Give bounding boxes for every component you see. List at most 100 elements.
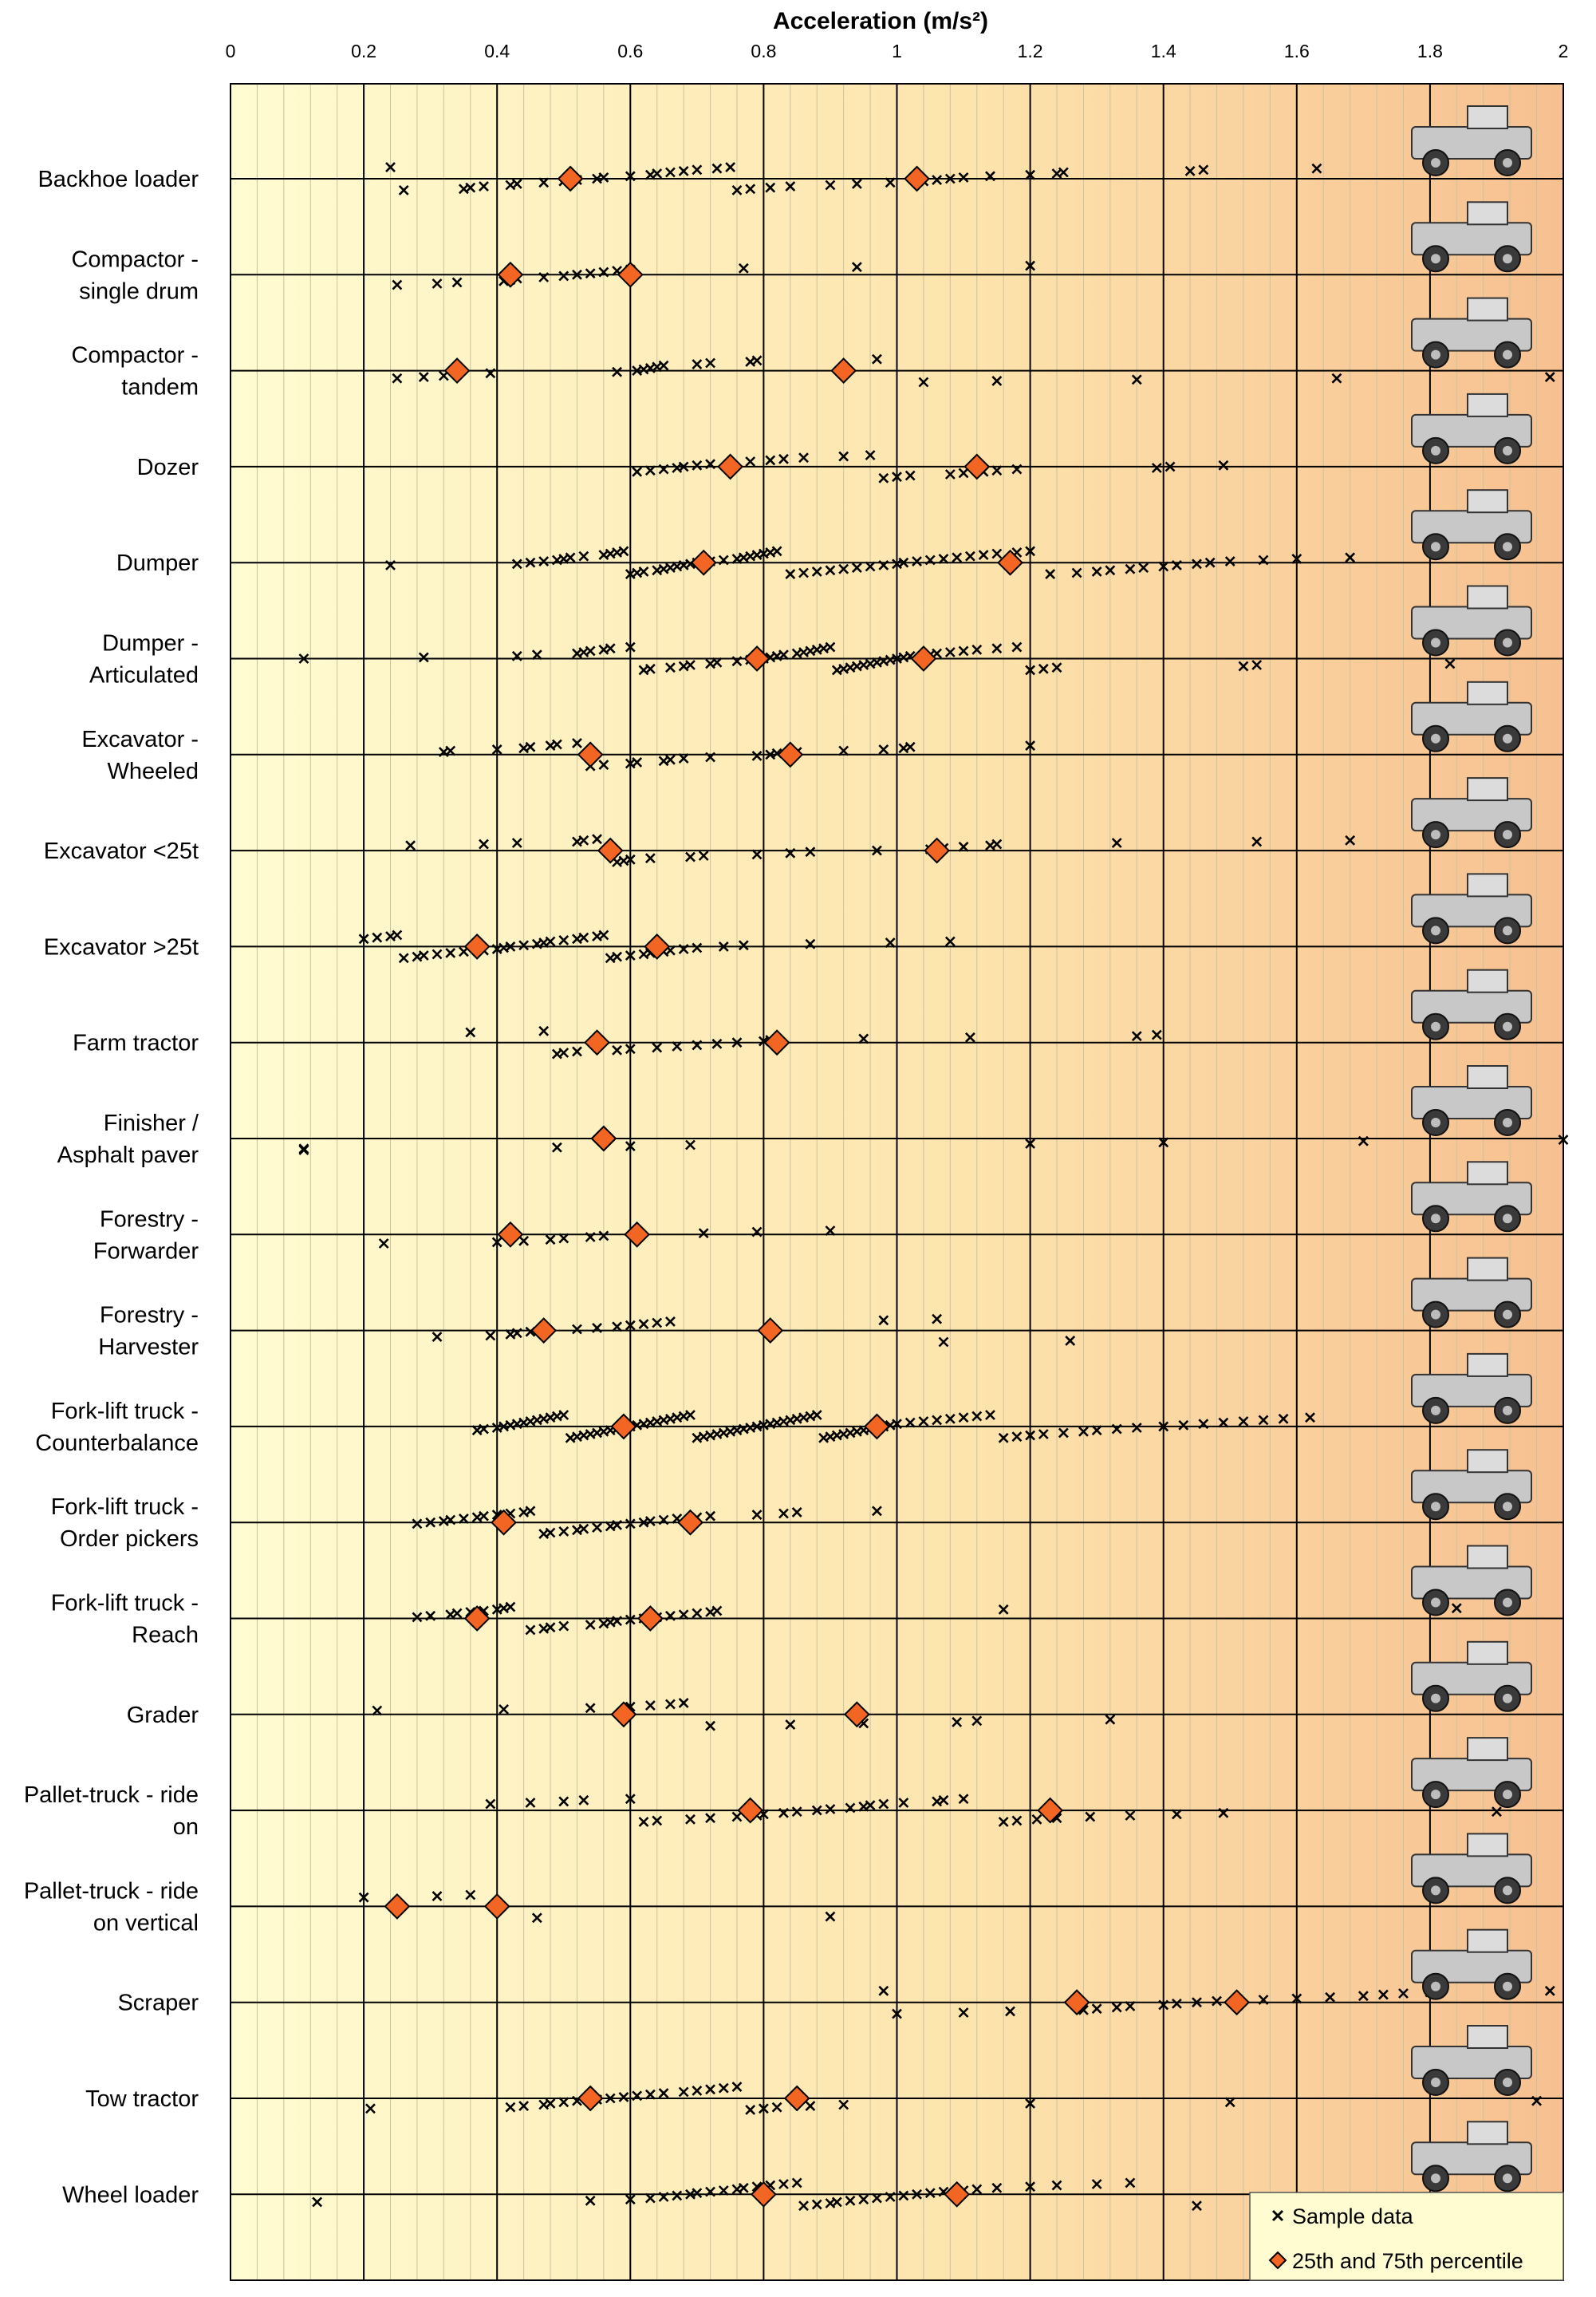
icon-hub [1431, 1214, 1440, 1224]
sample-point [625, 641, 636, 653]
icon-hub [1431, 1885, 1440, 1896]
sample-point [1025, 2181, 1036, 2192]
sample-point [392, 373, 403, 384]
dumper-articulated-icon [1411, 585, 1532, 657]
sample-point [885, 2192, 896, 2202]
sample-point [652, 1317, 663, 1328]
icon-hub [1503, 254, 1512, 264]
category-row: Finisher / Asphalt paver [57, 1111, 1569, 1168]
sample-point [825, 180, 836, 191]
sample-point [1091, 2179, 1102, 2189]
category-label: single drum [79, 278, 199, 304]
sample-point [612, 951, 623, 962]
sample-point [565, 552, 576, 563]
sample-point [878, 559, 889, 570]
sample-point [1051, 662, 1062, 673]
icon-hub [1503, 637, 1512, 648]
percentile-75-marker [636, 1605, 664, 1632]
legend: Sample data 25th and 75th percentile [1249, 2192, 1564, 2281]
sample-point [991, 643, 1003, 654]
sample-point [1224, 556, 1235, 567]
sample-point [612, 1519, 623, 1530]
sample-point [851, 262, 862, 273]
sample-point [878, 1315, 889, 1326]
icon-hub [1503, 1790, 1512, 1800]
sample-point [491, 1237, 502, 1248]
sample-point [705, 1510, 715, 1521]
percentile-25-marker [577, 741, 604, 768]
sample-point [558, 1525, 569, 1537]
sample-point [412, 1612, 423, 1623]
sample-point [1011, 641, 1023, 653]
sample-point [938, 1336, 949, 1348]
sample-point [485, 1330, 496, 1341]
sample-point [598, 172, 609, 183]
sample-point [605, 643, 616, 654]
icon-cab [1467, 201, 1508, 226]
sample-point [485, 1798, 496, 1810]
sample-point [678, 165, 689, 176]
sample-point [1544, 372, 1555, 383]
sample-point [358, 1892, 369, 1903]
percentile-25-marker [577, 2085, 604, 2112]
percentile-25-marker [463, 1605, 491, 1632]
sample-point [878, 744, 889, 755]
sample-point [944, 173, 956, 184]
category-row: Tow tractor [85, 2082, 1563, 2115]
excavator-wheeled-icon [1411, 681, 1532, 752]
sample-point [958, 645, 969, 657]
category-label: Reach [132, 1623, 199, 1648]
category-row: Farm tractor [73, 1025, 1563, 1060]
sample-point [1451, 1603, 1462, 1614]
sample-point [511, 178, 522, 189]
sample-point [1038, 663, 1049, 674]
sample-point [625, 2194, 636, 2205]
sample-point [791, 1506, 802, 1518]
sample-point [658, 2088, 669, 2099]
wheel-loader-icon [1411, 2121, 1532, 2192]
sample-point [1251, 836, 1263, 847]
sample-point [718, 2185, 729, 2196]
sample-point [545, 936, 556, 947]
sample-point [778, 649, 789, 661]
sample-point [1125, 2001, 1136, 2011]
sample-point [1125, 563, 1136, 574]
sample-point [1171, 1998, 1182, 2009]
icon-hub [1431, 733, 1440, 744]
sample-point [771, 546, 782, 557]
icon-cab [1467, 1640, 1508, 1665]
icon-cab [1467, 105, 1508, 129]
percentile-25-marker [743, 645, 770, 672]
icon-hub [1431, 349, 1440, 360]
sample-point [465, 1889, 476, 1900]
x-tick-label: 1 [892, 41, 902, 61]
sample-point [1105, 565, 1116, 576]
sample-point [1178, 1419, 1189, 1431]
sample-point [638, 566, 649, 577]
percentile-75-marker [763, 1029, 790, 1056]
sample-point [1198, 1419, 1209, 1430]
sample-point [545, 1234, 556, 1245]
icon-cab [1467, 1257, 1508, 1281]
sample-point [592, 1322, 602, 1333]
sample-point [1125, 1810, 1136, 1821]
sample-point [865, 561, 876, 572]
sample-point [451, 1608, 463, 1619]
x-tick-label: 2 [1559, 41, 1569, 61]
pallet-truck-ride-on-icon [1411, 1737, 1532, 1809]
icon-hub [1503, 1309, 1512, 1320]
forestry-harvester-icon [1411, 1257, 1532, 1328]
category-row: Wheel loader [62, 2177, 1563, 2212]
sample-point [705, 2186, 715, 2197]
sample-point [1151, 1029, 1162, 1040]
sample-point [845, 1802, 856, 1814]
sample-point [952, 1716, 963, 1727]
sample-point [711, 1038, 723, 1049]
sample-point [558, 2097, 569, 2108]
sample-point [538, 1025, 550, 1036]
icon-cab [1467, 1737, 1508, 1762]
sample-point [625, 1044, 636, 1055]
category-row: Excavator - Wheeled [81, 727, 1563, 784]
sample-point [511, 650, 522, 661]
